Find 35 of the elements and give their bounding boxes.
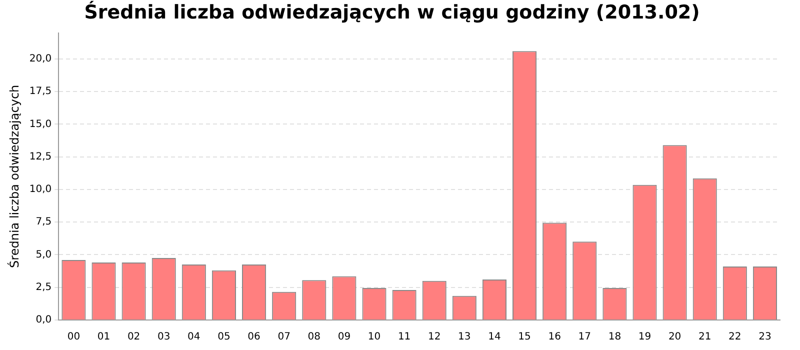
x-tick-label: 02 — [127, 332, 140, 343]
x-tick-label: 14 — [488, 332, 501, 343]
x-tick-label: 13 — [458, 332, 471, 343]
x-tick-label: 05 — [218, 332, 230, 343]
y-tick-label: 20,0 — [29, 54, 52, 65]
x-tick-label: 08 — [308, 332, 321, 343]
x-tick-label: 21 — [698, 332, 712, 343]
x-tick-label: 15 — [518, 332, 531, 343]
x-tick-label: 22 — [728, 332, 742, 343]
x-tick-label: 16 — [548, 332, 561, 343]
y-axis-title: Średnia liczba odwiedzających — [6, 84, 22, 268]
x-tick-label: 06 — [248, 332, 260, 343]
x-tick-label: 11 — [398, 332, 411, 343]
x-tick-label: 00 — [67, 332, 80, 343]
y-tick-label: 2,5 — [36, 282, 52, 293]
x-tick-label: 10 — [368, 332, 381, 343]
y-tick-label: 15,0 — [29, 118, 52, 130]
x-tick-label: 12 — [428, 332, 441, 343]
y-tick-label: 5,0 — [36, 249, 52, 260]
x-tick-label: 20 — [668, 332, 682, 343]
x-tick-label: 17 — [578, 332, 592, 343]
y-tick-label: 17,5 — [29, 86, 52, 98]
x-tick-label: 09 — [338, 332, 351, 343]
y-tick-label: 7,5 — [36, 216, 52, 228]
x-tick-label: 18 — [608, 332, 622, 343]
x-tick-label: 23 — [758, 332, 772, 343]
x-tick-label: 04 — [188, 332, 200, 343]
x-tick-label: 19 — [638, 332, 652, 343]
y-tick-label: 12,5 — [29, 151, 52, 162]
x-tick-label: 01 — [97, 332, 110, 343]
y-tick-label: 10,0 — [29, 184, 52, 196]
chart-title: Średnia liczba odwiedzających w ciągu godziny (2013.02) — [84, 0, 700, 24]
x-tick-label: 07 — [278, 332, 290, 343]
x-tick-label: 03 — [157, 332, 170, 343]
y-tick-label: 0,0 — [36, 314, 52, 326]
